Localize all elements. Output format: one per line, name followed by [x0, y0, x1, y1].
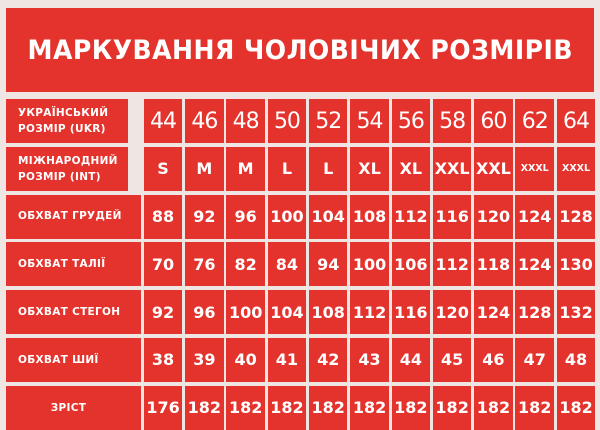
cell-height: 182 — [432, 385, 472, 430]
size-table: УКРАЇНСЬКИЙ РОЗМІР (UKR) 44 46 48 50 52 54 56 58… — [6, 99, 596, 430]
cell-ukr-size: 50 — [267, 99, 307, 143]
cell-neck: 38 — [143, 337, 183, 382]
title-banner: МАРКУВАННЯ ЧОЛОВІЧИХ РОЗМІРІВ — [6, 8, 594, 92]
cell-ukr-size: 44 — [143, 99, 183, 143]
row-label-hips: ОБХВАТ СТЕГОН — [6, 290, 141, 335]
cell-chest: 112 — [391, 194, 431, 239]
cell-chest: 96 — [226, 194, 265, 239]
cell-height: 182 — [391, 385, 431, 430]
cell-waist: 112 — [432, 242, 472, 287]
cell-neck: 45 — [432, 337, 472, 382]
cell-hips: 120 — [432, 290, 472, 335]
cell-hips: 92 — [143, 290, 183, 335]
cell-chest: 88 — [143, 194, 183, 239]
cell-ukr-size: 58 — [432, 99, 472, 143]
cell-height: 182 — [474, 385, 513, 430]
cell-hips: 96 — [185, 290, 224, 335]
row-label-int-size: МІЖНАРОДНИЙ РОЗМІР (INT) — [6, 146, 128, 191]
cell-waist: 118 — [474, 242, 513, 287]
cell-waist: 70 — [143, 242, 183, 287]
cell-height: 182 — [350, 385, 389, 430]
cell-hips: 100 — [226, 290, 265, 335]
cell-waist: 100 — [350, 242, 389, 287]
cell-neck: 39 — [185, 337, 224, 382]
cell-neck: 40 — [226, 337, 265, 382]
cell-int-size: XXXL — [556, 146, 596, 191]
cell-waist: 84 — [267, 242, 307, 287]
cell-ukr-size: 56 — [391, 99, 431, 143]
cell-ukr-size: 48 — [226, 99, 265, 143]
cell-height: 176 — [143, 385, 183, 430]
cell-neck: 46 — [474, 337, 513, 382]
cell-int-size: L — [308, 146, 348, 191]
cell-hips: 124 — [474, 290, 513, 335]
cell-waist: 82 — [226, 242, 265, 287]
row-label-height: ЗРІСТ — [6, 385, 141, 430]
row-label-neck: ОБХВАТ ШИЇ — [6, 337, 141, 382]
cell-height: 182 — [556, 385, 596, 430]
cell-height: 182 — [267, 385, 307, 430]
cell-waist: 106 — [391, 242, 431, 287]
cell-height: 182 — [226, 385, 265, 430]
cell-hips: 112 — [350, 290, 389, 335]
cell-ukr-size: 52 — [308, 99, 348, 143]
cell-int-size: M — [185, 146, 224, 191]
cell-int-size: XXL — [432, 146, 472, 191]
cell-int-size: M — [226, 146, 265, 191]
cell-neck: 42 — [308, 337, 348, 382]
cell-hips: 108 — [308, 290, 348, 335]
cell-chest: 104 — [308, 194, 348, 239]
cell-chest: 120 — [474, 194, 513, 239]
cell-ukr-size: 46 — [185, 99, 224, 143]
cell-waist: 130 — [556, 242, 596, 287]
cell-chest: 108 — [350, 194, 389, 239]
cell-ukr-size: 54 — [350, 99, 389, 143]
cell-chest: 124 — [515, 194, 554, 239]
cell-chest: 100 — [267, 194, 307, 239]
cell-neck: 44 — [391, 337, 431, 382]
cell-int-size: XL — [350, 146, 389, 191]
cell-hips: 132 — [556, 290, 596, 335]
row-label-chest: ОБХВАТ ГРУДЕЙ — [6, 194, 141, 239]
cell-height: 182 — [515, 385, 554, 430]
cell-height: 182 — [185, 385, 224, 430]
row-label-waist: ОБХВАТ ТАЛІЇ — [6, 242, 141, 287]
cell-neck: 43 — [350, 337, 389, 382]
cell-waist: 124 — [515, 242, 554, 287]
cell-neck: 41 — [267, 337, 307, 382]
cell-hips: 116 — [391, 290, 431, 335]
cell-chest: 128 — [556, 194, 596, 239]
cell-int-size: L — [267, 146, 307, 191]
cell-ukr-size: 60 — [474, 99, 513, 143]
cell-int-size: XXXL — [515, 146, 554, 191]
cell-height: 182 — [308, 385, 348, 430]
cell-int-size: S — [143, 146, 183, 191]
cell-hips: 104 — [267, 290, 307, 335]
row-label-ukr-size: УКРАЇНСЬКИЙ РОЗМІР (UKR) — [6, 99, 128, 143]
cell-ukr-size: 62 — [515, 99, 554, 143]
cell-neck: 47 — [515, 337, 554, 382]
cell-int-size: XL — [391, 146, 431, 191]
cell-waist: 76 — [185, 242, 224, 287]
cell-ukr-size: 64 — [556, 99, 596, 143]
page-title: МАРКУВАННЯ ЧОЛОВІЧИХ РОЗМІРІВ — [27, 34, 573, 66]
cell-chest: 116 — [432, 194, 472, 239]
cell-hips: 128 — [515, 290, 554, 335]
cell-waist: 94 — [308, 242, 348, 287]
cell-int-size: XXL — [474, 146, 513, 191]
cell-chest: 92 — [185, 194, 224, 239]
cell-neck: 48 — [556, 337, 596, 382]
